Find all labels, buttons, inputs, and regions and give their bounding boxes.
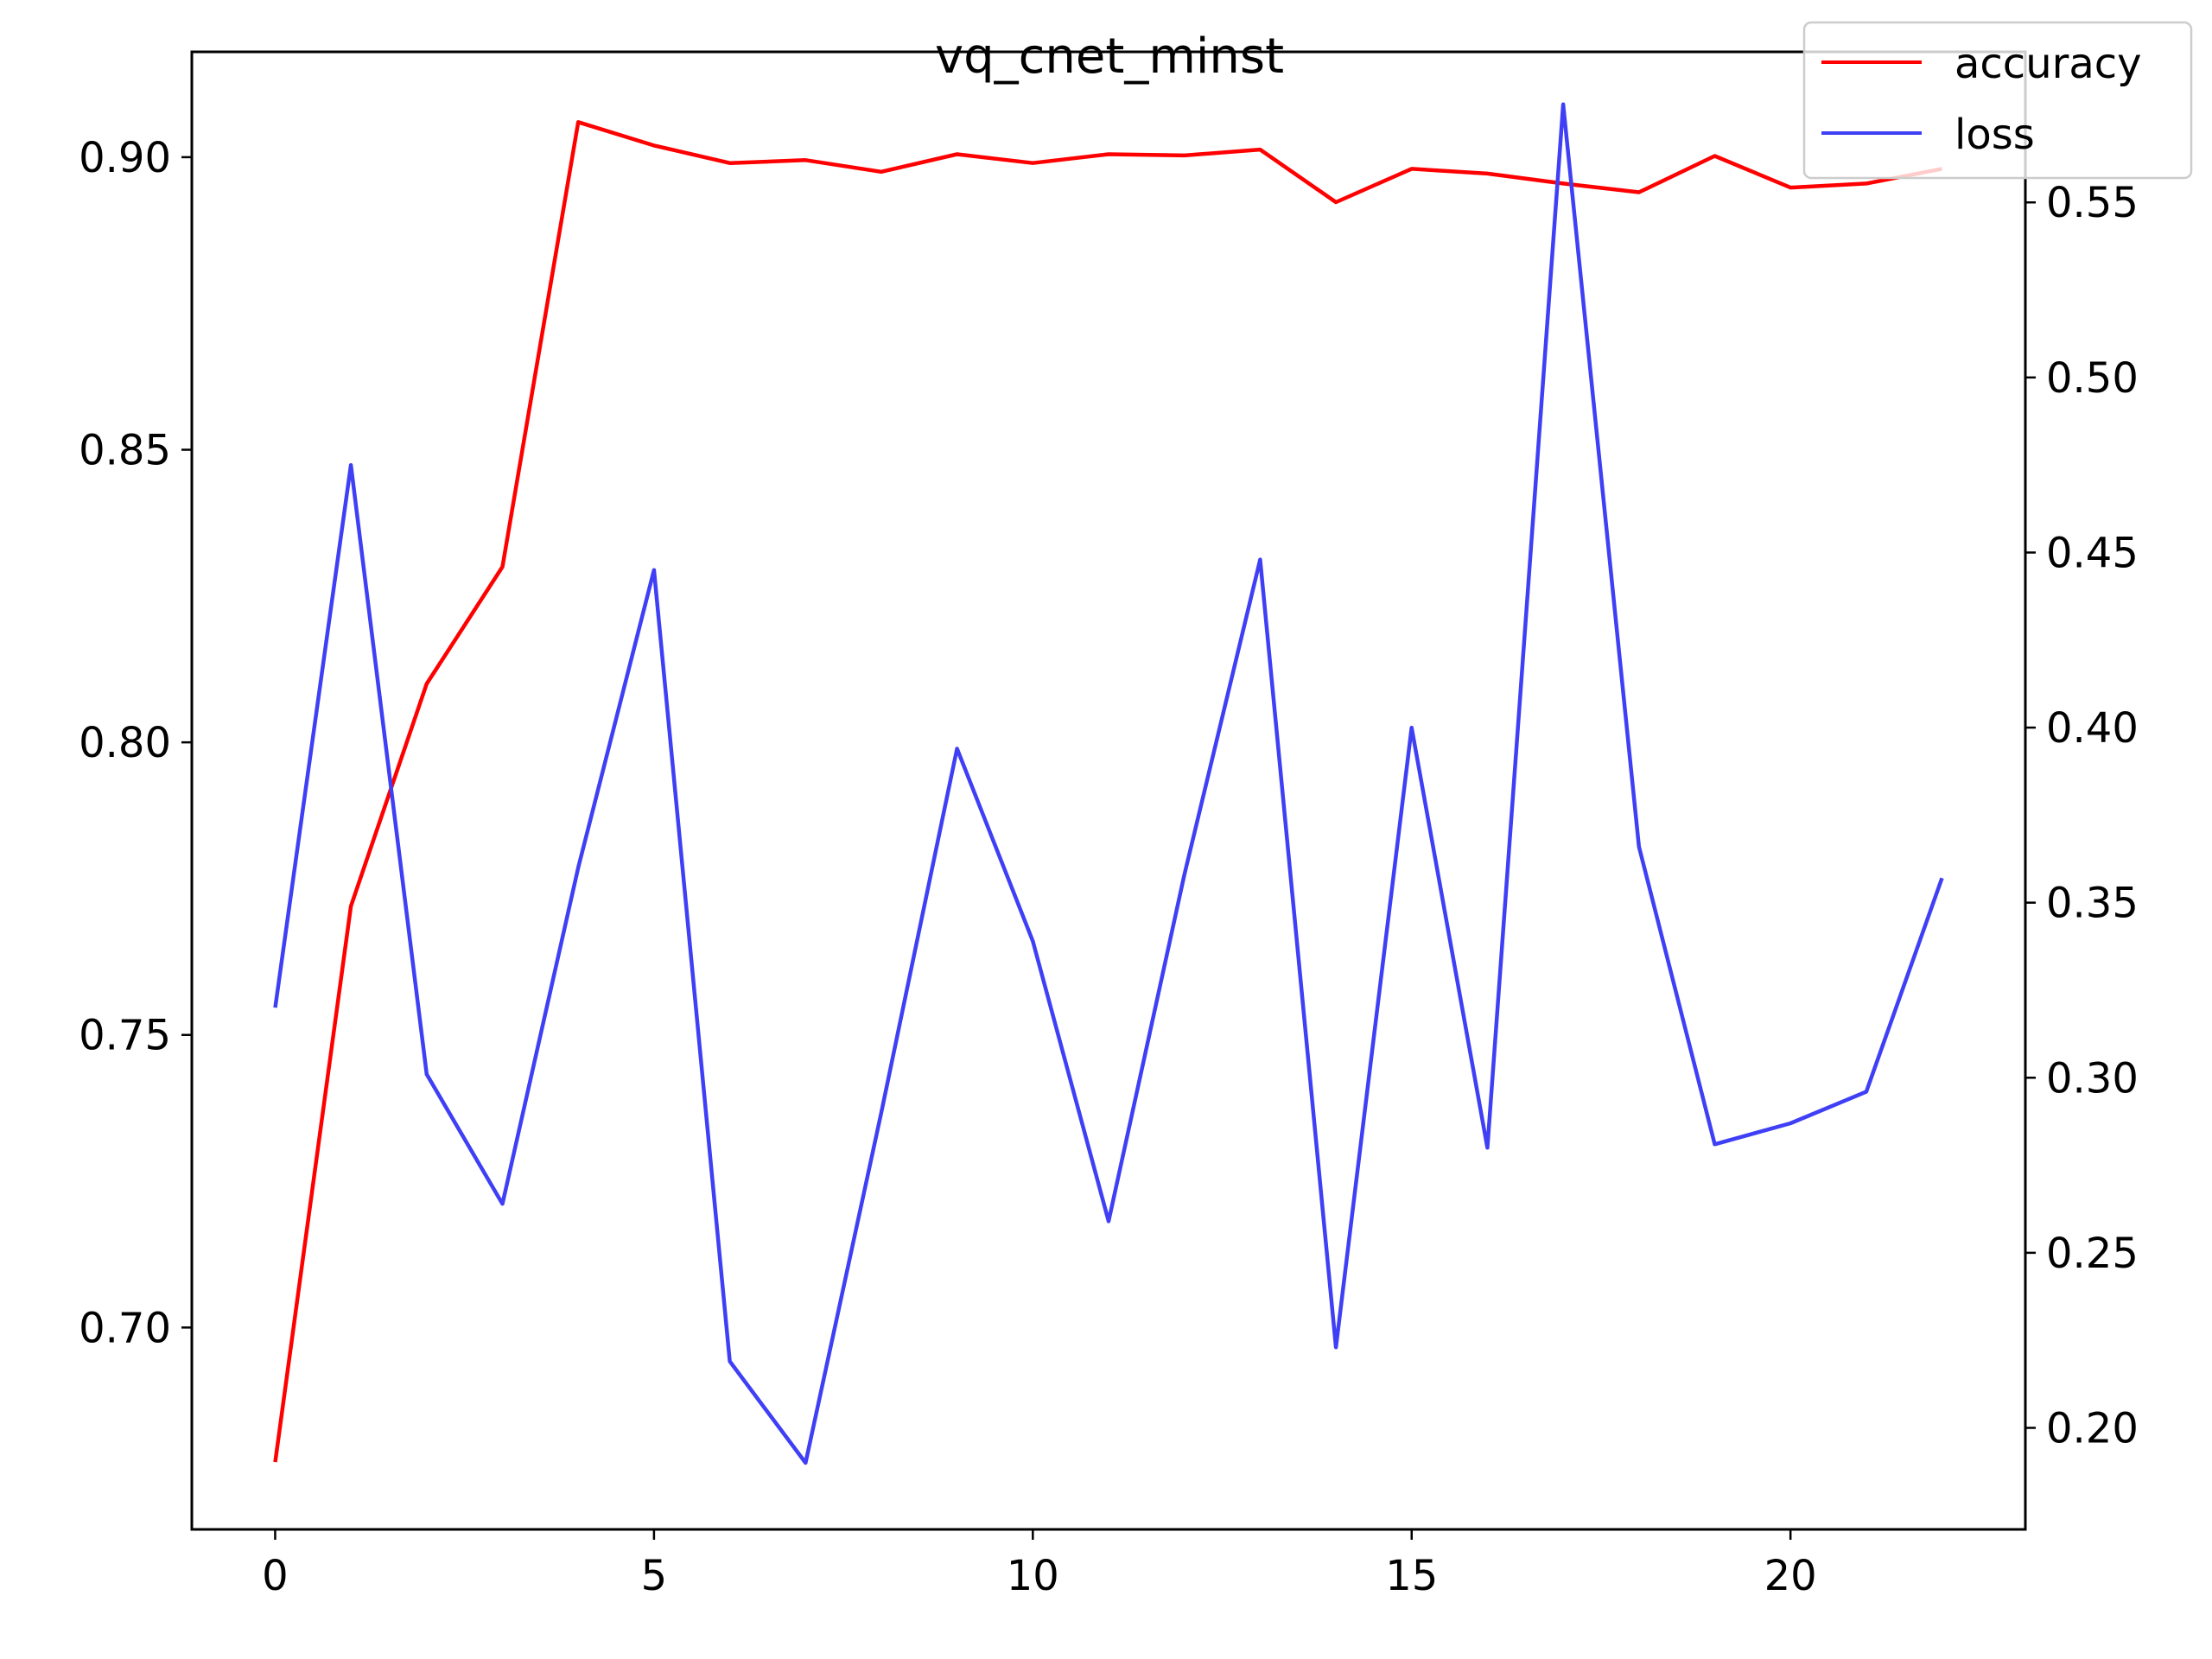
series-line-loss <box>273 102 1944 1465</box>
legend-label-loss: loss <box>1955 111 2035 159</box>
plot-frame <box>190 50 2027 1531</box>
x-axis: 0 5 10 15 20 <box>262 1529 1817 1600</box>
x-tick-label: 20 <box>1764 1552 1817 1600</box>
x-tick-label: 10 <box>1007 1552 1059 1600</box>
y-axis-left: 0.70 0.75 0.80 0.85 0.90 <box>79 134 192 1352</box>
y-right-tick-label: 0.25 <box>2046 1230 2139 1278</box>
y-right-tick-label: 0.50 <box>2046 354 2139 403</box>
y-right-tick-label: 0.40 <box>2046 704 2139 753</box>
y-left-tick-label: 0.80 <box>79 719 171 767</box>
y-left-tick-label: 0.90 <box>79 134 171 182</box>
y-left-tick-label: 0.75 <box>79 1012 171 1060</box>
y-left-tick-label: 0.70 <box>79 1304 171 1352</box>
series-line-accuracy <box>273 120 1942 1463</box>
y-right-tick-label: 0.30 <box>2046 1054 2139 1103</box>
y-right-tick-label: 0.45 <box>2046 529 2139 577</box>
x-tick-label: 0 <box>262 1552 289 1600</box>
chart-title: vq_cnet_minst <box>935 29 1284 85</box>
y-right-tick-label: 0.20 <box>2046 1404 2139 1452</box>
x-tick-label: 5 <box>641 1552 668 1600</box>
y-axis-right: 0.20 0.25 0.30 0.35 0.40 0.45 0.50 0.55 <box>2025 179 2139 1452</box>
y-right-tick-label: 0.35 <box>2046 880 2139 928</box>
legend-label-accuracy: accuracy <box>1955 40 2142 88</box>
series-layer <box>273 102 1944 1465</box>
legend: accuracy loss <box>1802 21 2193 180</box>
y-right-tick-label: 0.55 <box>2046 179 2139 227</box>
x-tick-label: 15 <box>1385 1552 1438 1600</box>
y-left-tick-label: 0.85 <box>79 427 171 475</box>
